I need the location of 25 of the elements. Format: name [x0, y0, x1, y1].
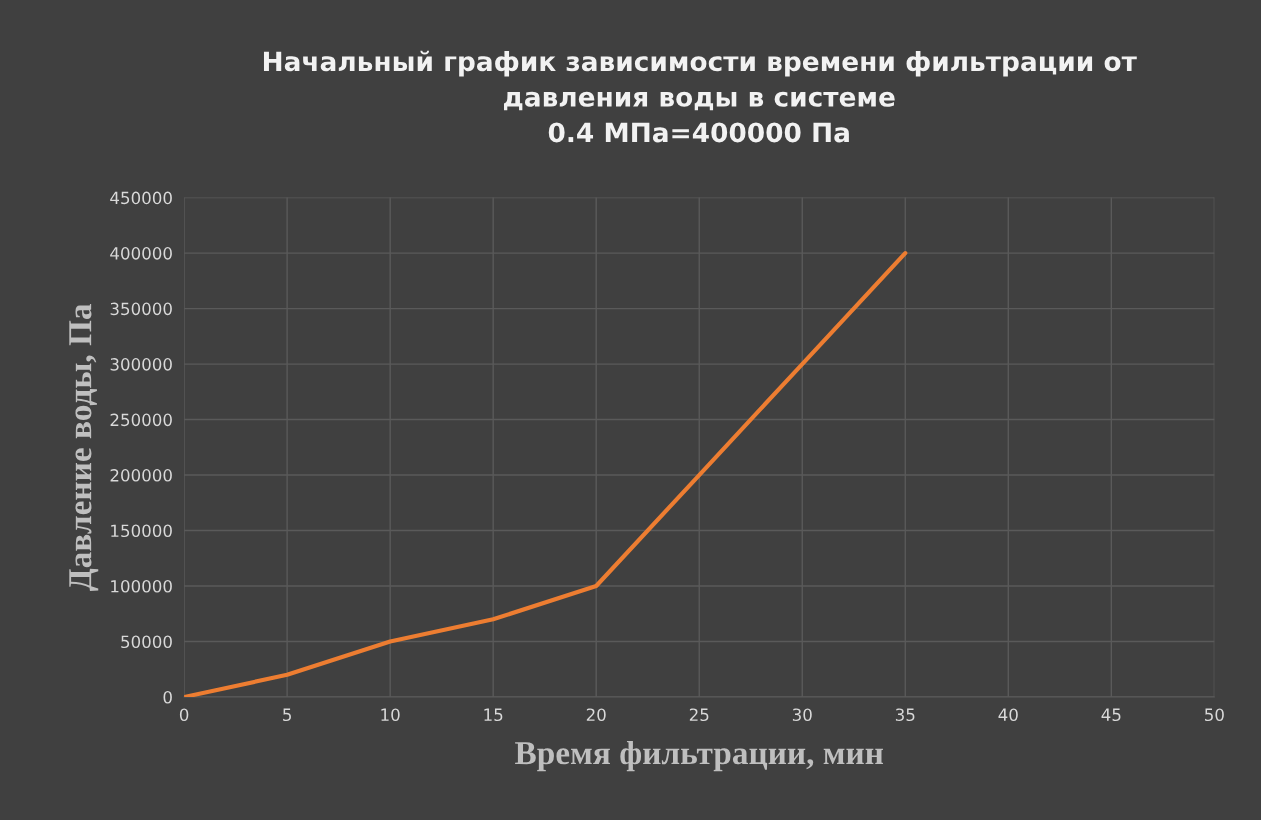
- y-tick-label: 400000: [110, 247, 172, 260]
- x-tick-label: 45: [1101, 708, 1121, 722]
- x-tick-label: 0: [179, 708, 189, 722]
- y-tick-label: 350000: [110, 302, 172, 316]
- y-tick-label: 0: [163, 690, 172, 704]
- x-tick-label: 20: [586, 708, 606, 722]
- y-axis-title: Давление воды, Па: [69, 303, 99, 592]
- y-tick-label: 200000: [110, 469, 172, 482]
- x-tick-label: 15: [484, 708, 503, 722]
- x-tick-label: 30: [792, 708, 812, 722]
- line-series: [184, 251, 908, 697]
- y-tick-label: 300000: [110, 358, 172, 371]
- y-tick-label: 100000: [111, 579, 172, 593]
- x-tick-label: 25: [689, 708, 709, 722]
- y-tick-label: 150000: [111, 524, 172, 538]
- chart-title: Начальный график зависимости времени фильтрации от давления воды в системе 0.4 МПа=400000 Па: [263, 50, 1137, 143]
- x-axis-title: Время фильтрации, мин: [515, 740, 884, 772]
- x-tick-label: 10: [381, 708, 400, 722]
- y-tick-label: 50000: [121, 635, 172, 649]
- x-tick-label: 5: [283, 708, 291, 722]
- x-tick-label: 35: [895, 708, 915, 722]
- x-tick-label: 50: [1205, 708, 1224, 722]
- x-tick-label: 40: [998, 708, 1018, 722]
- y-tick-label: 250000: [110, 413, 172, 427]
- y-tick-label: 450000: [110, 191, 172, 205]
